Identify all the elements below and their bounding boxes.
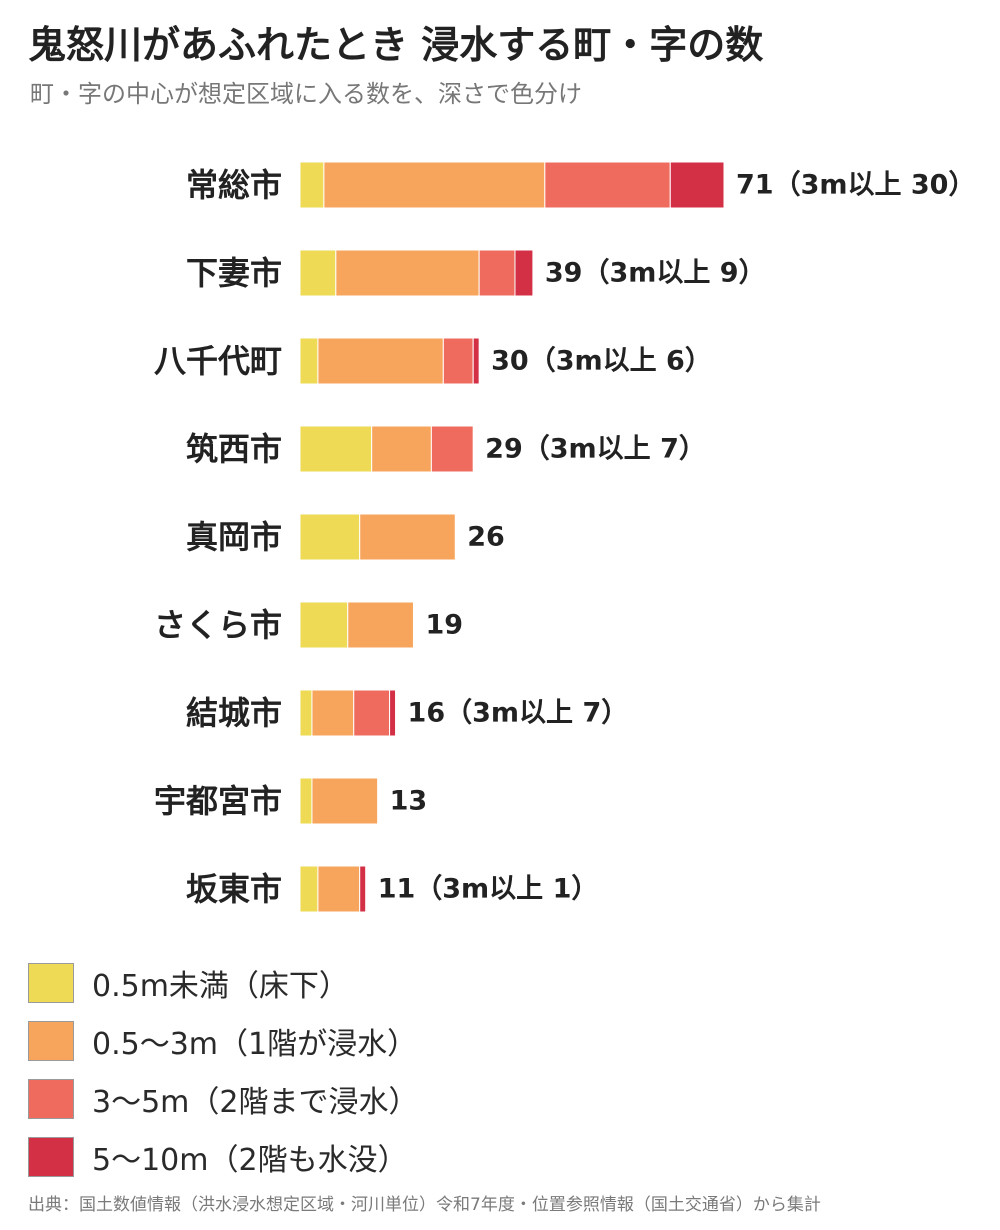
bar-segment-row-5-series-2 bbox=[359, 513, 456, 561]
bar-segment-row-3-series-3 bbox=[442, 337, 474, 385]
bar-segment-row-7-series-3 bbox=[353, 689, 391, 737]
category-label-row-2: 下妻市 bbox=[186, 254, 282, 292]
legend-item-under-0-5m: 0.5m未満（床下） bbox=[28, 954, 418, 1012]
bar-segment-row-9-series-4 bbox=[359, 865, 367, 913]
bar-segment-row-3-series-2 bbox=[317, 337, 444, 385]
bar-segment-row-8-series-2 bbox=[311, 777, 379, 825]
bar-segment-row-2-series-2 bbox=[335, 249, 480, 297]
category-label-row-8: 宇都宮市 bbox=[154, 782, 282, 820]
bar-segment-row-9-series-1 bbox=[299, 865, 319, 913]
bar-segment-row-7-series-4 bbox=[389, 689, 397, 737]
legend-swatch-3-to-5m bbox=[28, 1079, 74, 1119]
bar-segment-row-8-series-1 bbox=[299, 777, 313, 825]
category-label-row-4: 筑西市 bbox=[186, 430, 282, 468]
value-label-row-3: 30（3m以上 6） bbox=[491, 346, 712, 377]
bar-segment-row-2-series-4 bbox=[514, 249, 534, 297]
category-label-row-1: 常総市 bbox=[186, 166, 282, 204]
value-label-row-5: 26 bbox=[467, 522, 505, 553]
bar-segment-row-2-series-3 bbox=[478, 249, 516, 297]
legend-swatch-5-to-10m bbox=[28, 1137, 74, 1177]
legend-item-0-5-to-3m: 0.5〜3m（1階が浸水） bbox=[28, 1012, 418, 1070]
legend-label-5-to-10m: 5〜10m（2階も水没） bbox=[92, 1143, 408, 1178]
bar-segment-row-6-series-2 bbox=[347, 601, 414, 649]
legend-label-0-5-to-3m: 0.5〜3m（1階が浸水） bbox=[92, 1027, 418, 1062]
bar-segment-row-3-series-1 bbox=[299, 337, 319, 385]
bar-segment-row-2-series-1 bbox=[299, 249, 337, 297]
stacked-bar-chart: 常総市 71（3m以上 30） 下妻市 39（3m以上 9） 八千代町 30（3m以上 6… bbox=[154, 161, 975, 913]
bar-segment-row-9-series-2 bbox=[317, 865, 361, 913]
bar-segment-row-1-series-2 bbox=[323, 161, 546, 209]
chart-title: 鬼怒川があふれたとき 浸水する町・字の数 bbox=[28, 23, 764, 67]
chart-subtitle: 町・字の中心が想定区域に入る数を、深さで色分け bbox=[30, 80, 582, 108]
legend-item-5-to-10m: 5〜10m（2階も水没） bbox=[28, 1128, 418, 1186]
legend-swatch-0-5-to-3m bbox=[28, 1021, 74, 1061]
bar-segment-row-7-series-2 bbox=[311, 689, 355, 737]
category-label-row-6: さくら市 bbox=[154, 606, 282, 644]
value-label-row-2: 39（3m以上 9） bbox=[545, 258, 766, 289]
value-label-row-8: 13 bbox=[390, 786, 428, 817]
source-note: 出典：国土数値情報（洪水浸水想定区域・河川単位）令和7年度・位置参照情報（国土交… bbox=[28, 1195, 821, 1215]
category-label-row-9: 坂東市 bbox=[186, 870, 282, 908]
bar-segment-row-4-series-3 bbox=[430, 425, 474, 473]
value-label-row-9: 11（3m以上 1） bbox=[378, 874, 599, 905]
legend-item-3-to-5m: 3〜5m（2階まで浸水） bbox=[28, 1070, 418, 1128]
bar-segment-row-1-series-1 bbox=[299, 161, 325, 209]
value-label-row-4: 29（3m以上 7） bbox=[485, 434, 706, 465]
value-label-row-1: 71（3m以上 30） bbox=[736, 170, 975, 201]
bar-segment-row-1-series-4 bbox=[669, 161, 725, 209]
bar-segment-row-1-series-3 bbox=[544, 161, 671, 209]
category-label-row-3: 八千代町 bbox=[154, 342, 282, 380]
bar-segment-row-7-series-1 bbox=[299, 689, 313, 737]
bar-segment-row-3-series-4 bbox=[472, 337, 480, 385]
value-label-row-7: 16（3m以上 7） bbox=[408, 698, 629, 729]
bar-segment-row-5-series-1 bbox=[299, 513, 361, 561]
legend-swatch-under-0-5m bbox=[28, 963, 74, 1003]
value-label-row-6: 19 bbox=[425, 610, 463, 641]
bar-segment-row-4-series-1 bbox=[299, 425, 373, 473]
legend-label-under-0-5m: 0.5m未満（床下） bbox=[92, 969, 349, 1004]
legend-label-3-to-5m: 3〜5m（2階まで浸水） bbox=[92, 1085, 419, 1120]
category-label-row-7: 結城市 bbox=[186, 694, 282, 732]
bar-segment-row-6-series-1 bbox=[299, 601, 349, 649]
category-label-row-5: 真岡市 bbox=[186, 518, 282, 556]
bar-segment-row-4-series-2 bbox=[371, 425, 432, 473]
legend: 0.5m未満（床下） 0.5〜3m（1階が浸水） 3〜5m（2階まで浸水） 5〜… bbox=[28, 954, 418, 1186]
